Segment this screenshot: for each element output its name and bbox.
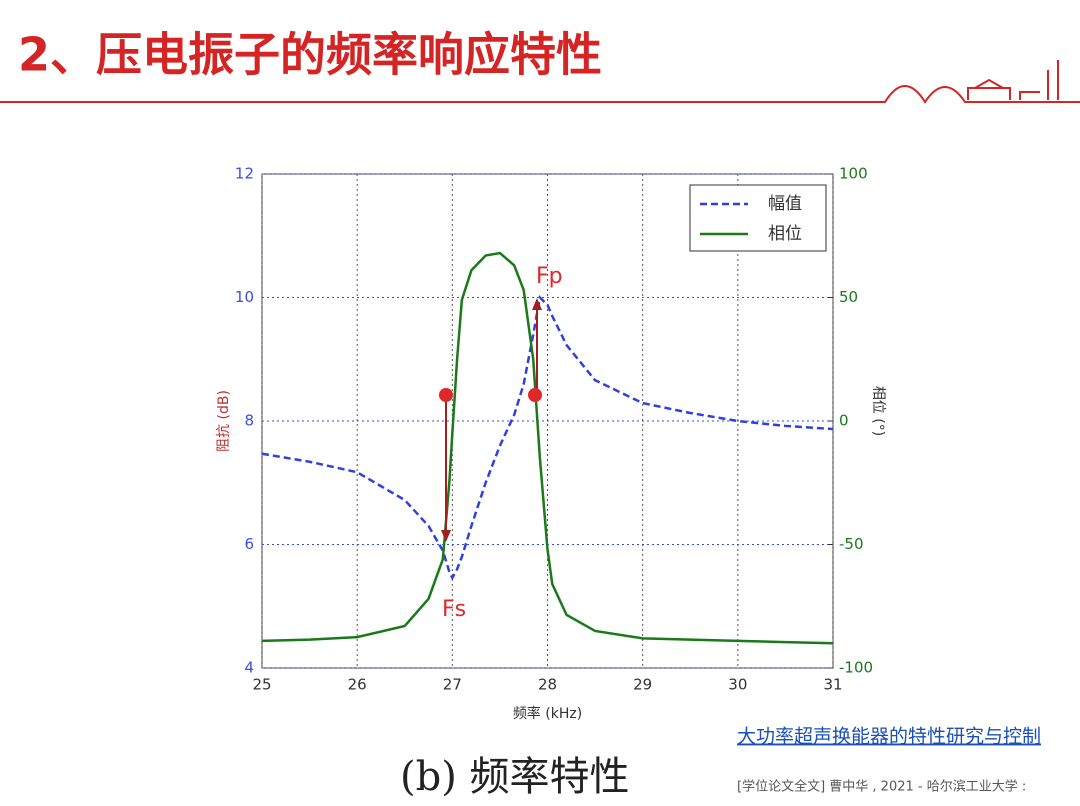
legend-label: 相位: [768, 224, 802, 244]
x-tick-label: 27: [443, 676, 462, 694]
y-tick-label: 4: [244, 659, 254, 677]
y-tick-label: 6: [244, 535, 254, 553]
x-tick-label: 31: [823, 676, 842, 694]
logo: [967, 60, 1059, 100]
x-tick-label: 29: [633, 676, 652, 694]
title-rule: [0, 85, 1080, 104]
x-tick-label: 26: [348, 676, 367, 694]
x-tick-label: 30: [728, 676, 747, 694]
x-tick-label: 25: [252, 676, 271, 694]
y2-tick-label: -100: [839, 659, 873, 677]
y2-tick-label: 0: [839, 412, 849, 430]
x-axis-label: 频率 (kHz): [513, 705, 582, 722]
series-line: [261, 294, 834, 581]
y2-tick-label: 50: [839, 288, 858, 306]
annotation: Fs: [442, 597, 466, 622]
figure-caption: (b) 频率特性: [400, 754, 630, 800]
y-tick-label: 10: [235, 288, 254, 306]
marker-dot: [528, 388, 542, 402]
y2-axis-label: 相位 (°): [870, 386, 886, 436]
slide-title: 2、压电振子的频率响应特性: [18, 28, 602, 82]
y2-tick-label: 100: [839, 165, 868, 183]
arrow-head: [441, 530, 451, 542]
arrow-head: [532, 298, 542, 310]
legend-label: 幅值: [768, 194, 802, 214]
annotation: Fp: [536, 264, 563, 289]
y-tick-label: 8: [244, 412, 254, 430]
legend-box: [689, 184, 827, 252]
chart: 25 26 27 28 29 30 31 4 6 8 10 12 -100 -50 0 50 100 频率 (kH…: [216, 165, 886, 723]
marker-dot: [439, 388, 453, 402]
paper-link[interactable]: 大功率超声换能器的特性研究与控制: [737, 726, 1041, 748]
y-axis-label: 阻抗 (dB): [216, 390, 232, 452]
paper-citation: [学位论文全文] 曹中华 , 2021 - 哈尔滨工业大学 :: [737, 779, 1026, 795]
y-tick-label: 12: [235, 165, 254, 183]
link-panel: [728, 706, 1080, 806]
y2-tick-label: -50: [839, 535, 864, 553]
series-line: [261, 251, 834, 645]
x-tick-label: 28: [538, 676, 557, 694]
